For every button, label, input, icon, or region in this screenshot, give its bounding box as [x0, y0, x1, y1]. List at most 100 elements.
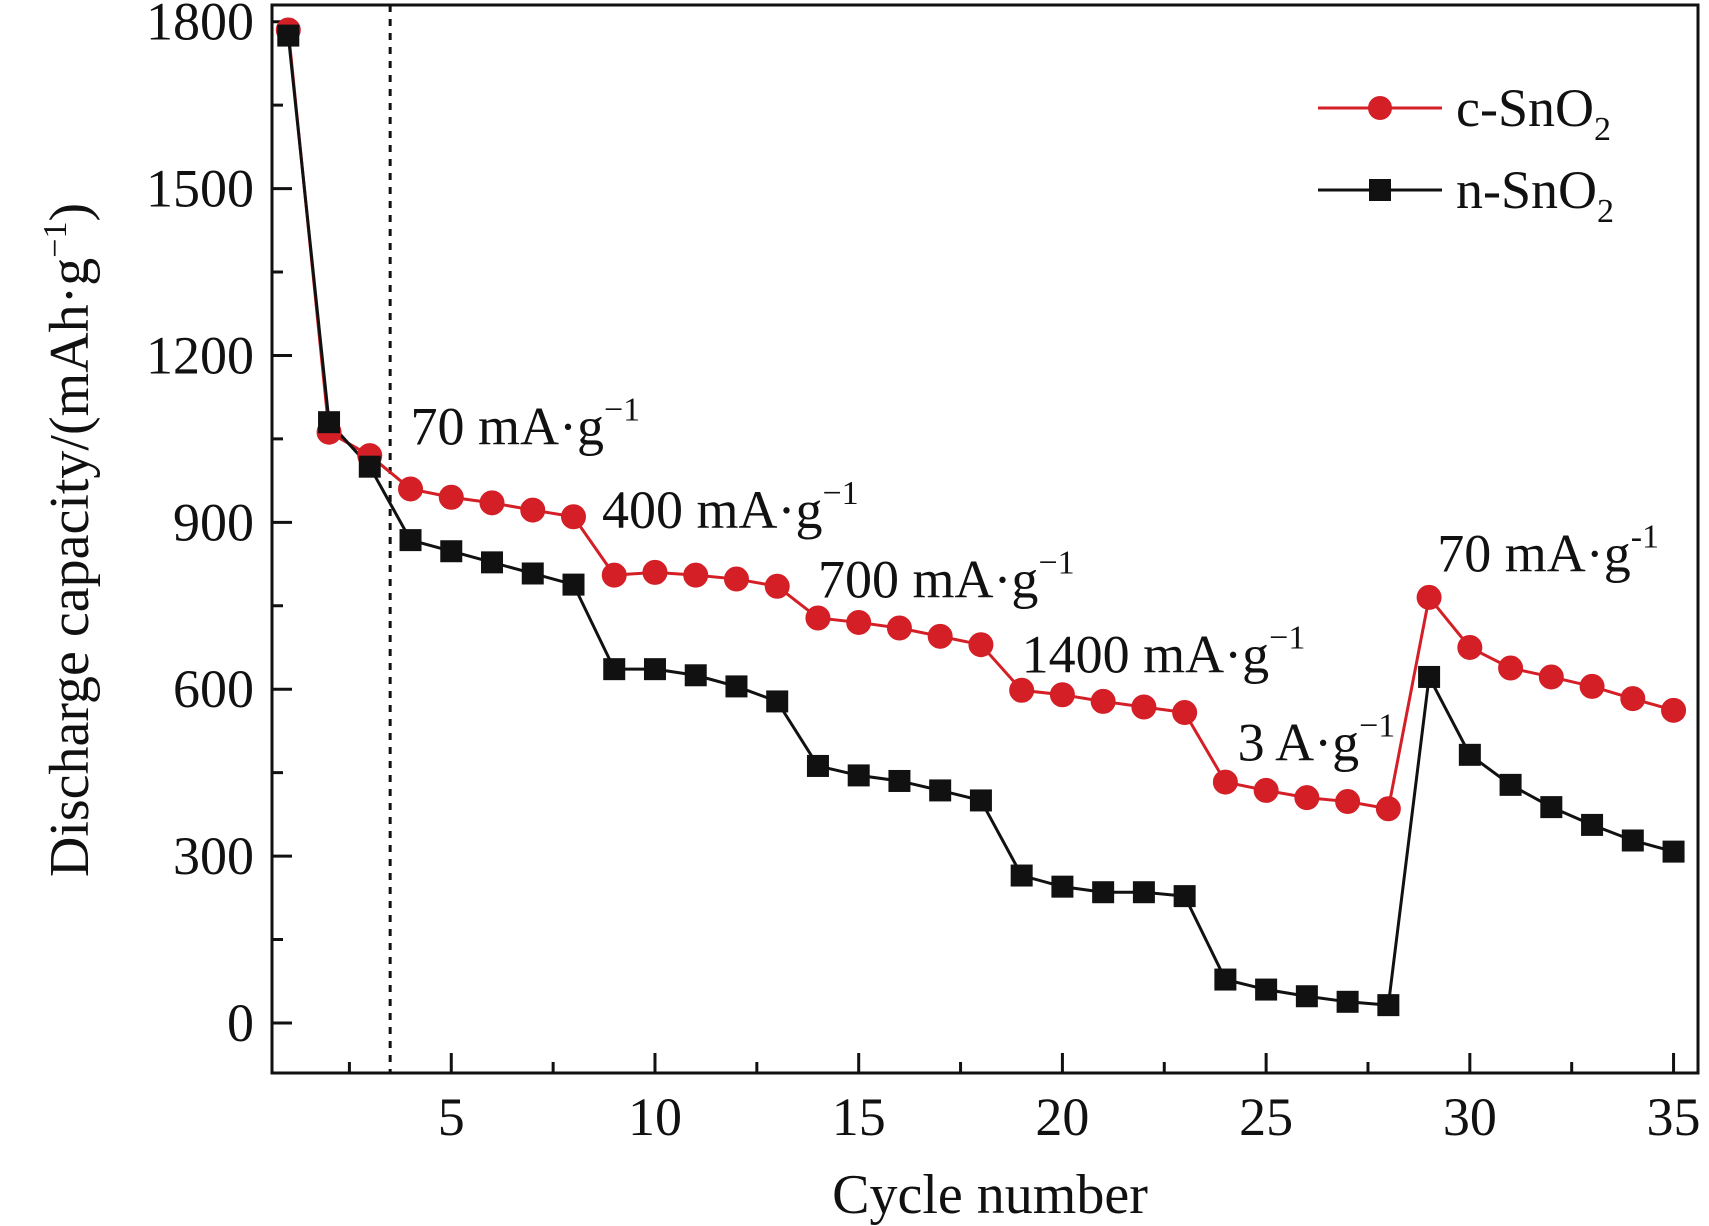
data-point-square — [1132, 881, 1155, 904]
x-axis-title: Cycle number — [832, 1164, 1148, 1226]
rate-annotation-sup: −1 — [1038, 544, 1074, 581]
x-tick-label: 30 — [1443, 1087, 1497, 1147]
data-point-square — [521, 562, 544, 585]
y-axis-title: Discharge capacity/(mAh·g−1) — [37, 203, 101, 877]
rate-annotation: 400 mA·g−1 — [602, 475, 859, 540]
data-point-square — [1377, 994, 1400, 1017]
axis-tick-labels: 5 10 15 20 25 30 35 0 300 600 900 1200 1500 1800 — [146, 0, 1701, 1147]
x-tick-label: 15 — [832, 1087, 886, 1147]
rate-annotation-sup: −1 — [1359, 707, 1395, 744]
data-point-circle — [927, 623, 953, 649]
rate-annotation-text: 1400 mA·g — [1022, 625, 1269, 685]
data-point-square — [440, 540, 463, 563]
data-point-circle — [968, 632, 994, 658]
data-point-square — [969, 789, 992, 812]
data-point-circle — [601, 562, 627, 588]
data-point-square — [1458, 743, 1481, 766]
data-point-circle — [479, 490, 505, 516]
data-point-circle — [1253, 777, 1279, 803]
data-point-square — [1499, 773, 1522, 796]
data-point-circle — [1294, 785, 1320, 811]
data-point-square — [277, 24, 300, 47]
data-point-square — [806, 754, 829, 777]
data-point-circle — [560, 504, 586, 530]
data-point-square — [399, 529, 422, 552]
y-tick-label: 1200 — [146, 325, 254, 385]
y-tick-label: 300 — [173, 826, 254, 886]
x-tick-label: 10 — [628, 1087, 682, 1147]
data-point-square — [358, 455, 381, 478]
rate-annotation-sup: -1 — [1631, 518, 1659, 555]
data-point-circle — [1457, 634, 1483, 660]
data-point-square — [888, 769, 911, 792]
data-point-circle — [1416, 584, 1442, 610]
data-point-square — [318, 411, 341, 434]
data-point-square — [603, 658, 626, 681]
data-point-square — [766, 690, 789, 713]
data-point-circle — [642, 559, 668, 585]
data-point-square — [1092, 881, 1115, 904]
data-point-circle — [1375, 796, 1401, 822]
data-point-square — [1621, 829, 1644, 852]
y-tick-label: 1500 — [146, 159, 254, 219]
legend-marker-circle — [1368, 96, 1392, 120]
data-point-circle — [1620, 686, 1646, 712]
data-point-square — [1336, 990, 1359, 1013]
data-point-square — [481, 551, 504, 574]
plot-frame — [270, 3, 1700, 1075]
data-point-square — [1214, 968, 1237, 991]
legend-label: c-SnO2 — [1456, 78, 1611, 148]
data-point-circle — [683, 562, 709, 588]
data-point-circle — [1661, 697, 1687, 723]
data-point-circle — [1212, 769, 1238, 795]
data-point-square — [684, 664, 707, 687]
legend-label-name: c-SnO — [1456, 78, 1594, 138]
data-point-circle — [805, 605, 831, 631]
data-point-circle — [1538, 664, 1564, 690]
rate-annotation: 70 mA·g-1 — [1437, 518, 1659, 583]
data-point-square — [1418, 665, 1441, 688]
rate-annotation: 3 A·g−1 — [1238, 707, 1396, 772]
rate-annotation-text: 70 mA·g — [411, 396, 604, 456]
data-point-square — [1010, 864, 1033, 887]
data-point-square — [643, 658, 666, 681]
data-point-circle — [1579, 673, 1605, 699]
data-point-circle — [1335, 789, 1361, 815]
data-point-circle — [1009, 677, 1035, 703]
y-tick-label: 600 — [173, 659, 254, 719]
x-tick-label: 20 — [1035, 1087, 1089, 1147]
rate-annotation-sup: −1 — [1269, 620, 1305, 657]
legend-marker-square — [1369, 179, 1391, 201]
data-point-square — [1173, 885, 1196, 908]
data-point-circle — [764, 573, 790, 599]
data-point-square — [929, 779, 952, 802]
data-point-square — [1255, 978, 1278, 1001]
data-point-circle — [1498, 655, 1524, 681]
rate-annotation-sup: −1 — [604, 391, 640, 428]
x-tick-label: 25 — [1239, 1087, 1293, 1147]
rate-annotation-sup: −1 — [823, 475, 859, 512]
rate-annotation-text: 700 mA·g — [818, 549, 1038, 609]
data-point-square — [1581, 813, 1604, 836]
data-point-square — [847, 764, 870, 787]
data-point-square — [1540, 796, 1563, 819]
data-point-square — [1295, 985, 1318, 1008]
rate-annotation-text: 400 mA·g — [602, 480, 822, 540]
rate-annotation-text: 3 A·g — [1238, 712, 1360, 772]
legend: c-SnO2 n-SnO2 — [1318, 78, 1614, 230]
data-point-square — [1662, 840, 1685, 863]
data-point-circle — [1090, 688, 1116, 714]
rate-annotation-text: 70 mA·g — [1437, 523, 1630, 583]
x-tick-label: 35 — [1647, 1087, 1701, 1147]
data-point-circle — [520, 497, 546, 523]
y-tick-label: 0 — [227, 993, 254, 1053]
axis-ticks — [272, 20, 1676, 1073]
y-axis-title-close: ) — [39, 203, 101, 222]
rate-annotation: 70 mA·g−1 — [411, 391, 641, 456]
data-point-circle — [398, 476, 424, 502]
legend-label-subscript: 2 — [1594, 111, 1611, 148]
data-point-circle — [886, 615, 912, 641]
legend-label: n-SnO2 — [1456, 160, 1614, 230]
